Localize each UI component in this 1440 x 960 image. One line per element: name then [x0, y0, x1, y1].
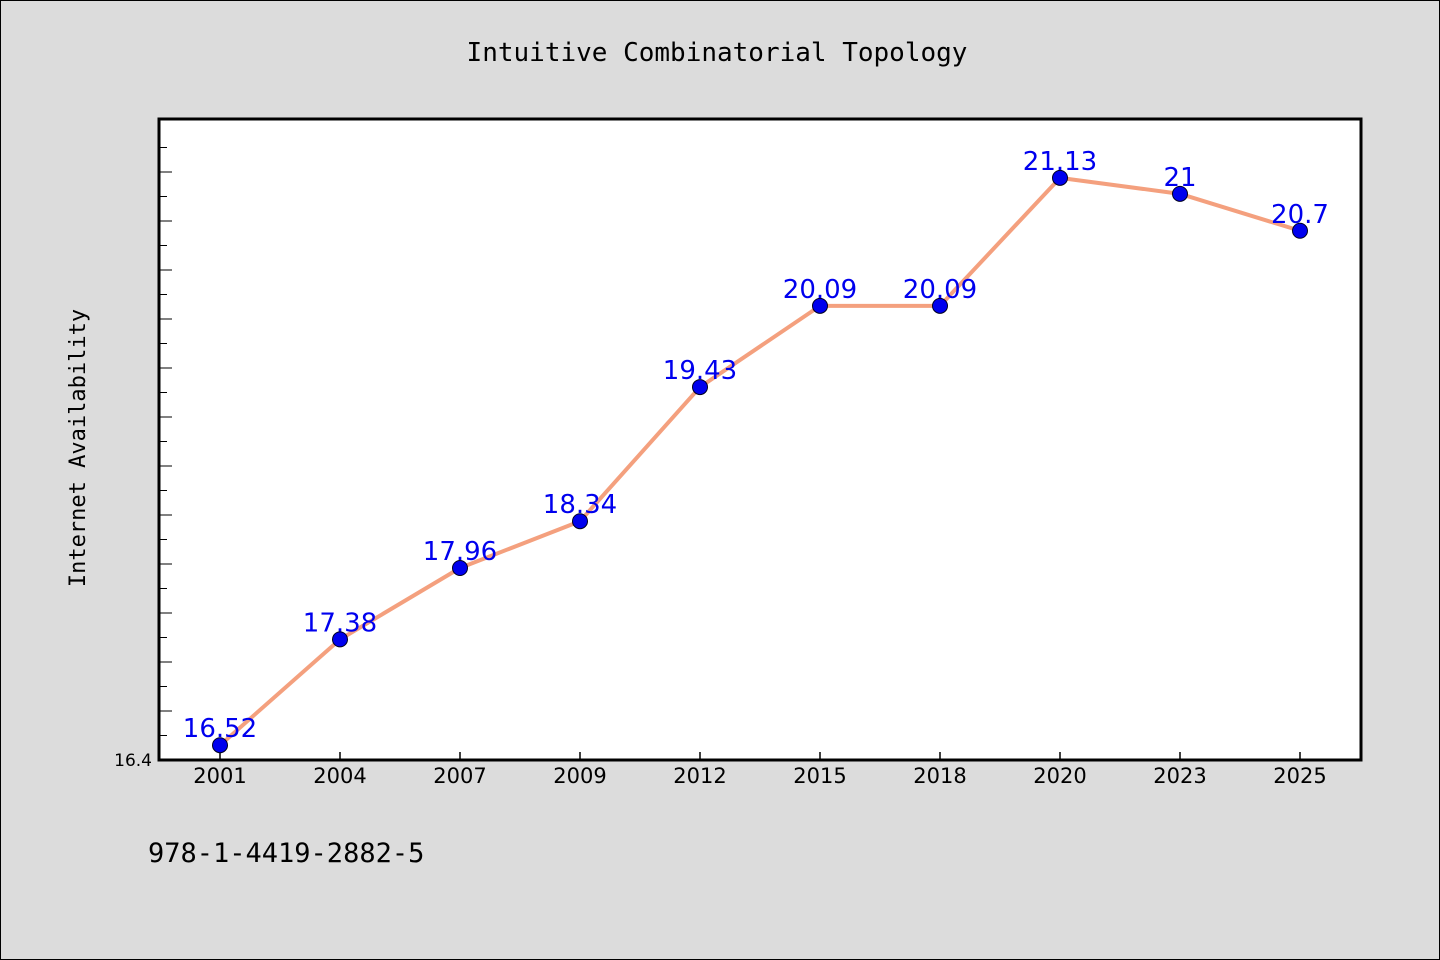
series-markers: [212, 169, 1308, 754]
data-labels: 16.52 17.38 17.96 18.34 19.43 20.09 20.09 21.13…: [183, 147, 1329, 744]
x-tick-label: 2009: [553, 764, 606, 788]
data-point: [692, 379, 708, 396]
x-tick-label: 2020: [1033, 764, 1086, 788]
data-label: 20.7: [1271, 200, 1329, 230]
x-tick-label: 2023: [1153, 764, 1206, 788]
data-point: [452, 560, 468, 576]
data-point: [212, 737, 228, 754]
x-tick-label: 2015: [793, 764, 846, 788]
data-label: 19.43: [663, 356, 737, 386]
x-tick-label: 2012: [673, 764, 726, 788]
data-label: 17.38: [303, 608, 377, 638]
data-label: 18.34: [543, 490, 617, 520]
data-point: [1292, 222, 1308, 239]
y-tick-label: 16.4: [114, 751, 152, 771]
data-point: [572, 513, 588, 530]
data-label: 20.09: [903, 275, 977, 305]
data-label: 20.09: [783, 275, 857, 305]
data-label: 17.96: [423, 537, 497, 567]
data-point: [1172, 185, 1188, 202]
series-line: [218, 175, 1302, 748]
data-label: 16.52: [183, 714, 257, 744]
data-point: [932, 297, 948, 314]
plot-area: [157, 117, 1363, 762]
chart-title: Intuitive Combinatorial Topology: [467, 38, 968, 68]
data-point: [332, 631, 348, 648]
x-tick-label: 2001: [193, 764, 246, 788]
data-label: 21: [1163, 163, 1196, 193]
data-point: [1052, 169, 1068, 186]
x-tick-label: 2004: [313, 764, 366, 788]
data-point: [812, 297, 828, 314]
y-axis-ticks: [160, 147, 172, 736]
x-axis-ticks: [219, 752, 1301, 760]
isbn-footer: 978-1-4419-2882-5: [148, 838, 424, 869]
y-axis-label: Internet Availability: [66, 309, 91, 587]
x-tick-label: 2007: [433, 764, 486, 788]
data-label: 21.13: [1023, 147, 1097, 177]
x-tick-label: 2018: [913, 764, 966, 788]
x-axis-tick-labels: 2001 2004 2007 2009 2012 2015 2018 2020 2023 2025: [193, 764, 1326, 788]
x-tick-label: 2025: [1273, 764, 1326, 788]
